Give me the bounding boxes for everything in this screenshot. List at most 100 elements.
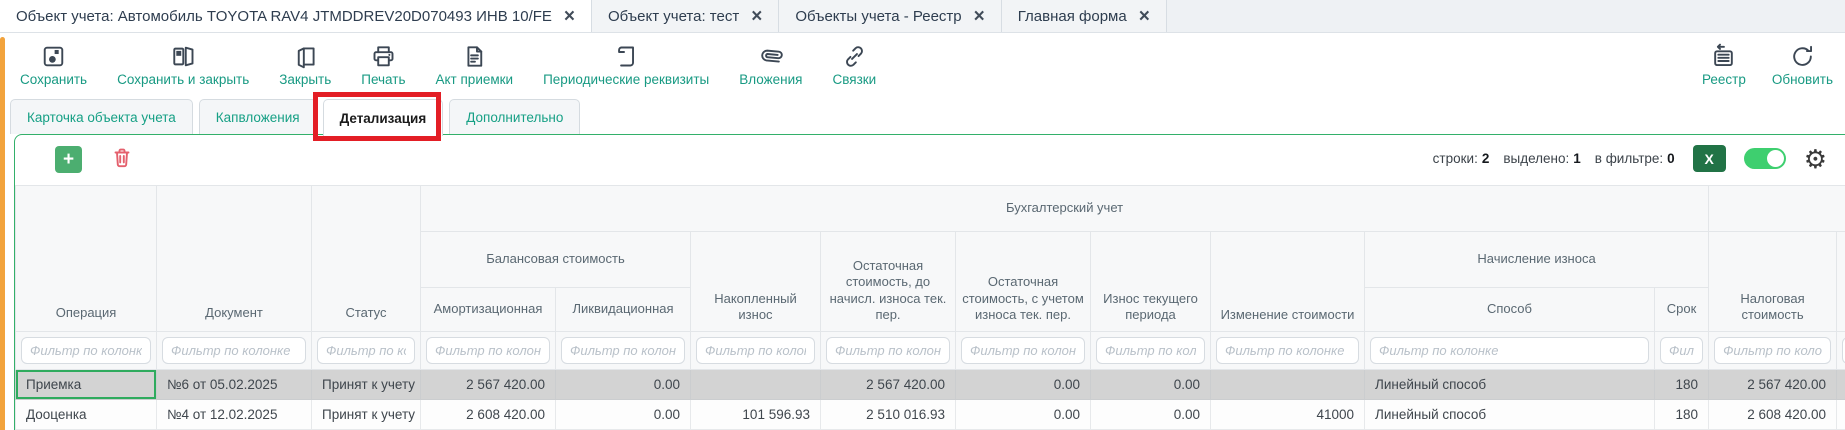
table-cell[interactable]: 180	[1653, 399, 1710, 430]
tab-detailing[interactable]: Детализация	[322, 99, 444, 136]
table-cell[interactable]: 180	[1653, 369, 1710, 400]
save-and-close-label: Сохранить и закрыть	[117, 71, 250, 87]
filter-input-document[interactable]	[162, 337, 306, 364]
attachments-button[interactable]: Вложения	[739, 43, 802, 87]
table-cell[interactable]	[1836, 399, 1845, 430]
grid-stats: строки: 2 выделено: 1 в фильтре: 0	[1433, 151, 1675, 166]
table-cell[interactable]: 2 608 420.00	[420, 399, 556, 430]
table-cell[interactable]: 0.00	[1090, 369, 1211, 400]
table-cell[interactable]: 2 567 420.00	[820, 369, 956, 400]
filter-input-status[interactable]	[317, 337, 415, 364]
table-cell[interactable]: №6 от 05.02.2025	[156, 369, 312, 400]
window-tab-label: Объект учета: тест	[608, 7, 740, 25]
window-tab-label: Главная форма	[1017, 7, 1127, 25]
filter-input-tax-cost[interactable]	[1714, 337, 1832, 364]
table-cell[interactable]: 101 596.93	[690, 399, 821, 430]
group-header-depreciation-accrual: Начисление износа	[1363, 231, 1710, 288]
window-tab-main-form[interactable]: Главная форма ×	[1001, 0, 1167, 32]
column-header-cost-change: Изменение стоимости	[1210, 231, 1365, 332]
filter-row	[15, 331, 1845, 370]
grid-toggle[interactable]	[1743, 148, 1786, 169]
filter-input-liquidation[interactable]	[561, 337, 685, 364]
trash-icon	[114, 148, 129, 168]
table-cell[interactable]: 2 567 420.00	[1708, 369, 1838, 400]
print-button[interactable]: Печать	[361, 43, 406, 87]
filter-input-amortization[interactable]	[426, 337, 550, 364]
registry-button-label: Реестр	[1701, 71, 1746, 87]
window-tab-object-test[interactable]: Объект учета: тест ×	[592, 0, 780, 32]
close-icon[interactable]: ×	[563, 5, 576, 27]
tab-label: Дополнительно	[466, 109, 564, 125]
close-icon[interactable]: ×	[973, 5, 985, 27]
column-header-term: Срок	[1653, 287, 1710, 332]
table-cell[interactable]: 0.00	[555, 369, 691, 400]
save-button[interactable]: Сохранить	[20, 43, 87, 87]
column-header-cutoff	[1836, 231, 1845, 332]
column-header-tax-cost: Налоговая стоимость	[1708, 231, 1838, 332]
table-cell[interactable]	[690, 369, 821, 400]
export-excel-button[interactable]: X	[1692, 145, 1726, 172]
table-cell[interactable]: 2 510 016.93	[820, 399, 956, 430]
group-header-accounting: Бухгалтерский учет	[419, 185, 1710, 232]
column-header-method: Способ	[1364, 287, 1655, 332]
tab-object-card[interactable]: Карточка объекта учета	[10, 99, 193, 134]
close-button-label: Закрыть	[279, 71, 332, 87]
close-icon[interactable]: ×	[1138, 5, 1150, 27]
group-header-empty	[1708, 185, 1845, 232]
window-tab-registry[interactable]: Объекты учета - Реестр ×	[779, 0, 1002, 32]
subtab-bar: Карточка объекта учета Капвложения Детал…	[10, 99, 581, 136]
table-cell[interactable]: 2 608 420.00	[1708, 399, 1838, 430]
tab-capital-investments[interactable]: Капвложения	[198, 99, 317, 134]
registry-button[interactable]: Реестр	[1702, 43, 1746, 87]
filter-input-residual-before[interactable]	[826, 337, 950, 364]
periodic-requisites-label: Периодические реквизиты	[543, 71, 710, 87]
refresh-button-label: Обновить	[1771, 71, 1833, 87]
filter-input-residual-after[interactable]	[961, 337, 1085, 364]
filter-input-method[interactable]	[1370, 337, 1649, 364]
grid-controls: + строки: 2 выделено: 1 в фильтре: 0 X ⚙	[15, 135, 1845, 185]
table-cell[interactable]: 0.00	[1090, 399, 1211, 430]
close-icon[interactable]: ×	[751, 5, 763, 27]
table-row: Приемка №6 от 05.02.2025 Принят к учету …	[15, 369, 1845, 400]
filter-input-accumulated[interactable]	[696, 337, 815, 364]
toolbar-left-group: Сохранить Сохранить и закрыть Закрыть Пе…	[20, 43, 876, 87]
table-cell[interactable]: 0.00	[955, 369, 1091, 400]
table-cell[interactable]: Дооценка	[15, 399, 157, 430]
table-cell[interactable]: Принят к учету	[311, 369, 421, 400]
table-cell[interactable]	[1210, 369, 1365, 400]
refresh-button[interactable]: Обновить	[1772, 43, 1833, 87]
window-tab-object-card[interactable]: Объект учета: Автомобиль TOYOTA RAV4 JTM…	[0, 0, 593, 32]
table-row: Дооценка №4 от 12.02.2025 Принят к учету…	[15, 399, 1845, 430]
table-cell[interactable]: №4 от 12.02.2025	[156, 399, 312, 430]
filter-input-current-depreciation[interactable]	[1096, 337, 1205, 364]
filter-input-operation[interactable]	[21, 337, 151, 364]
scroll-icon	[617, 46, 634, 66]
tab-label: Карточка объекта учета	[27, 109, 176, 125]
save-close-icon	[172, 46, 194, 66]
table-cell[interactable]: 2 567 420.00	[420, 369, 556, 400]
column-header-residual-before: Остаточная стоимость, до начисл. износа …	[820, 231, 956, 332]
periodic-requisites-button[interactable]: Периодические реквизиты	[543, 43, 709, 87]
table-cell[interactable]: Линейный способ	[1364, 369, 1655, 400]
tab-additional[interactable]: Дополнительно	[449, 99, 581, 134]
column-header-document: Документ	[156, 185, 312, 332]
table-cell[interactable]: 0.00	[555, 399, 691, 430]
table-cell[interactable]: Линейный способ	[1364, 399, 1655, 430]
links-button[interactable]: Связки	[832, 43, 876, 87]
gear-icon[interactable]: ⚙	[1803, 143, 1827, 174]
acceptance-act-button[interactable]: Акт приемки	[436, 43, 513, 87]
table-cell[interactable]: 0.00	[955, 399, 1091, 430]
save-and-close-button[interactable]: Сохранить и закрыть	[117, 43, 249, 87]
close-button[interactable]: Закрыть	[279, 43, 331, 87]
filter-input-term[interactable]	[1660, 337, 1704, 364]
table-cell[interactable]	[1836, 369, 1845, 400]
column-header-current-period-depreciation: Износ текущего периода	[1090, 231, 1211, 332]
delete-row-button[interactable]	[108, 146, 135, 173]
stat-rows: строки: 2	[1432, 151, 1490, 166]
table-cell[interactable]: Принят к учету	[311, 399, 421, 430]
window-tab-label: Объекты учета - Реестр	[795, 7, 962, 25]
table-cell[interactable]: Приемка	[15, 369, 157, 400]
table-cell[interactable]: 41000	[1210, 399, 1365, 430]
filter-input-cost-change[interactable]	[1216, 337, 1359, 364]
add-row-button[interactable]: +	[55, 146, 82, 173]
